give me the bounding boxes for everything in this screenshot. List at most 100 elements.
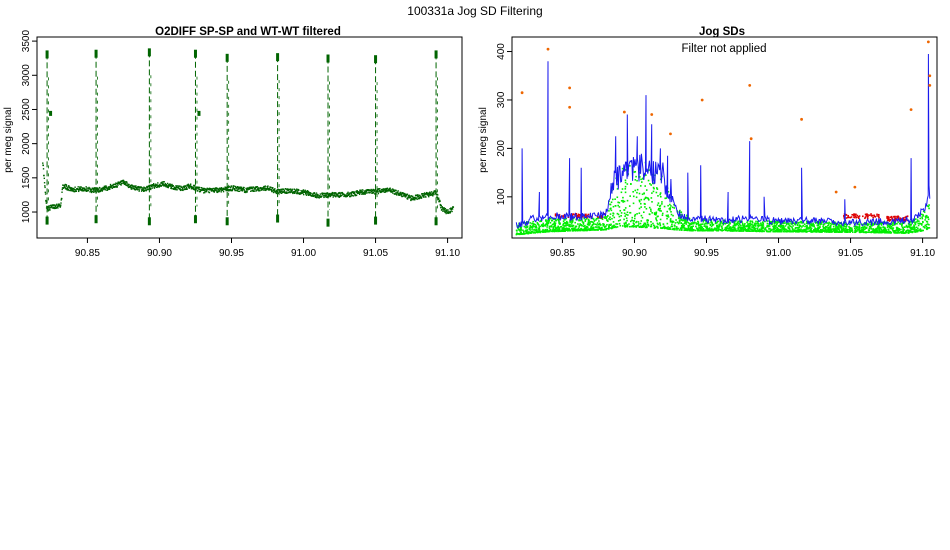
data-point [78, 190, 80, 193]
data-point [183, 186, 186, 189]
data-point [313, 192, 316, 195]
data-point [47, 208, 49, 211]
data-point [801, 226, 803, 228]
data-point [231, 189, 234, 191]
data-point [884, 228, 887, 230]
data-point [538, 227, 540, 229]
data-point [846, 228, 848, 231]
y-tick-label: 3000 [21, 64, 32, 87]
data-point [550, 225, 553, 227]
data-point [528, 228, 531, 231]
data-point [660, 227, 663, 230]
data-point [542, 225, 544, 228]
data-point [861, 229, 864, 232]
data-point [823, 226, 825, 229]
data-point [65, 185, 68, 187]
data-point [912, 221, 915, 223]
data-point [208, 188, 210, 191]
data-point [674, 227, 676, 230]
data-point [348, 193, 351, 195]
spike-bottom [276, 214, 280, 223]
data-point [351, 191, 353, 194]
data-point [630, 225, 632, 228]
data-point [210, 190, 213, 192]
data-point [598, 226, 601, 228]
data-point [928, 204, 930, 206]
data-point [927, 218, 930, 221]
data-point [354, 193, 356, 195]
data-point [645, 174, 647, 176]
data-point [635, 175, 637, 178]
spike-bottom [225, 217, 229, 226]
data-point [137, 188, 140, 190]
data-point [855, 226, 858, 229]
data-point [56, 203, 58, 205]
data-point [687, 222, 690, 224]
data-point [319, 195, 321, 197]
data-point [901, 232, 904, 234]
spike-top [374, 55, 378, 64]
data-point [352, 191, 354, 193]
data-point [757, 222, 760, 225]
data-point [135, 185, 137, 187]
data-point [127, 185, 129, 187]
data-point [189, 183, 192, 185]
data-point [610, 207, 612, 210]
data-point [581, 225, 583, 227]
data-point [837, 225, 840, 227]
data-point [216, 191, 219, 194]
data-point [894, 220, 896, 222]
outlier-point [568, 105, 572, 109]
data-point [666, 210, 669, 213]
data-point [700, 223, 703, 226]
data-point [766, 230, 769, 233]
data-point [878, 227, 880, 229]
data-point [773, 226, 775, 229]
data-point [340, 194, 342, 197]
data-point [409, 197, 412, 199]
data-point [637, 223, 640, 225]
data-point [410, 198, 413, 201]
data-point [854, 213, 856, 216]
data-point [562, 230, 565, 232]
data-point [44, 191, 47, 194]
data-point [428, 193, 431, 196]
data-point [161, 183, 164, 186]
data-point [848, 226, 850, 228]
data-point [708, 227, 711, 229]
data-point [709, 228, 712, 231]
data-point [591, 228, 593, 230]
data-point [878, 229, 880, 232]
data-point [898, 232, 901, 234]
data-point [743, 226, 746, 229]
data-point [655, 187, 658, 189]
data-point [566, 224, 568, 227]
data-point [555, 230, 557, 232]
data-point [844, 228, 847, 230]
data-point [405, 196, 407, 198]
data-point [52, 206, 55, 209]
data-point [332, 192, 334, 195]
data-point [858, 226, 861, 229]
data-point [374, 190, 376, 192]
data-point [558, 220, 560, 223]
data-point [557, 219, 560, 222]
data-point [537, 222, 539, 225]
data-point [741, 222, 744, 225]
data-point [224, 188, 226, 190]
data-point [886, 217, 888, 219]
data-point [810, 227, 813, 230]
data-point [581, 219, 583, 222]
data-point [408, 194, 410, 196]
data-point [376, 191, 378, 193]
data-point [306, 191, 308, 193]
data-point [268, 187, 270, 190]
data-point [909, 229, 911, 232]
data-point [870, 227, 872, 229]
data-point [443, 210, 445, 212]
data-point [783, 229, 786, 231]
data-point [73, 187, 75, 190]
data-point [84, 188, 86, 190]
data-point [683, 229, 686, 232]
data-point [569, 214, 572, 216]
